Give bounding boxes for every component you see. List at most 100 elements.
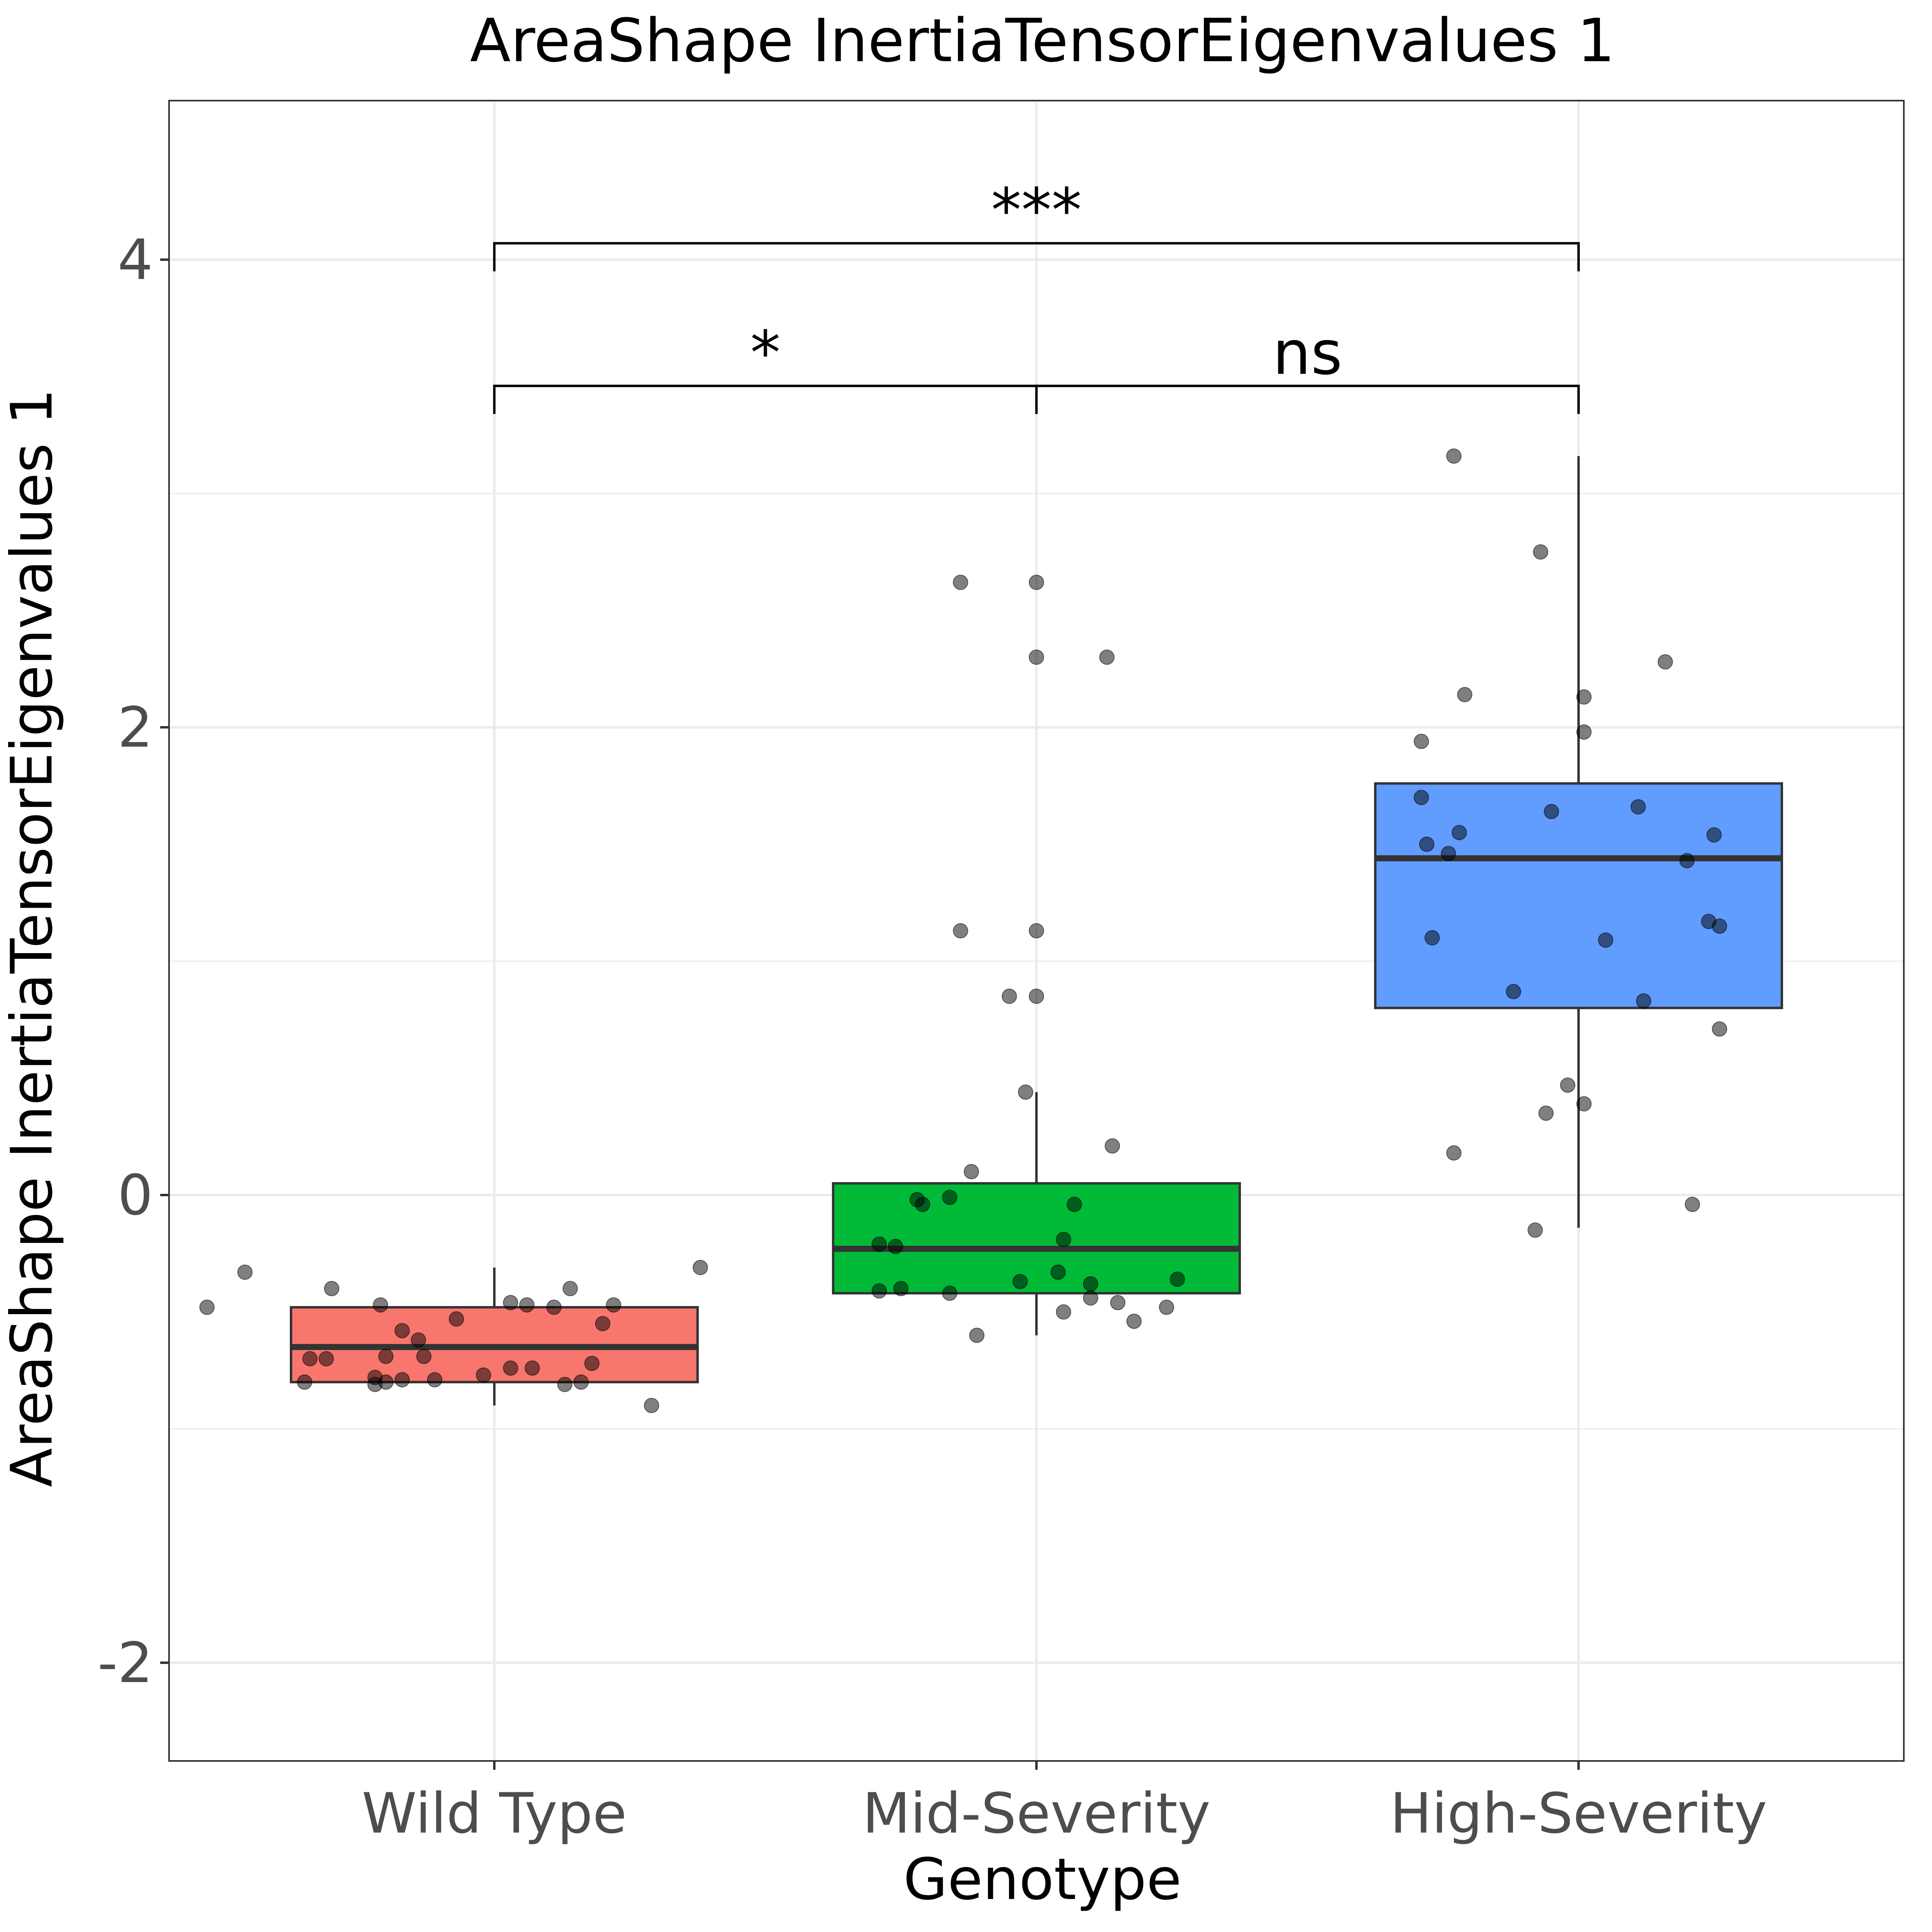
data-point [644, 1397, 659, 1413]
significance-label: ns [1273, 318, 1342, 388]
data-point [909, 1192, 925, 1208]
data-point [1056, 1304, 1071, 1320]
comparison-bracket [493, 242, 1580, 272]
data-point [1576, 724, 1592, 740]
y-tick-label: 0 [118, 1163, 153, 1228]
data-point [584, 1356, 600, 1371]
data-point [1684, 1197, 1700, 1212]
data-point [1029, 649, 1044, 665]
data-point [237, 1264, 253, 1280]
x-axis-title: Genotype [903, 1846, 1182, 1913]
data-point [1544, 804, 1559, 819]
data-point [318, 1351, 334, 1366]
data-point [942, 1189, 958, 1205]
data-point [1110, 1295, 1126, 1311]
data-point [411, 1332, 426, 1348]
data-point [1657, 654, 1673, 670]
data-point [1099, 649, 1115, 665]
data-point [394, 1323, 410, 1338]
data-point [1067, 1197, 1082, 1212]
data-point [519, 1297, 535, 1313]
data-point [1012, 1274, 1028, 1289]
data-point [1104, 1138, 1120, 1154]
data-point [416, 1348, 432, 1364]
data-point [1018, 1084, 1034, 1100]
significance-label: *** [991, 175, 1082, 246]
box-layer [290, 456, 1783, 1406]
data-point [692, 1260, 708, 1276]
data-point [1029, 923, 1044, 939]
x-axis: Wild Type Mid-Severity High-Severity [362, 1761, 1767, 1846]
data-point [573, 1374, 589, 1390]
data-point [606, 1297, 621, 1313]
data-point [871, 1236, 887, 1252]
box-iqr [1374, 782, 1783, 1009]
data-point [1029, 989, 1044, 1004]
data-point [562, 1281, 578, 1296]
data-point [1414, 790, 1429, 805]
y-tick-label: 2 [118, 695, 153, 760]
data-point [1126, 1313, 1142, 1329]
data-point [524, 1360, 540, 1376]
data-point [1159, 1299, 1174, 1315]
data-point [1029, 574, 1044, 590]
data-point [595, 1316, 611, 1331]
data-point [1001, 989, 1017, 1004]
data-point [476, 1367, 491, 1383]
data-point [969, 1327, 985, 1343]
data-point [394, 1372, 410, 1387]
data-point [953, 923, 968, 939]
data-point [427, 1372, 442, 1387]
data-point [324, 1281, 340, 1296]
data-point [1446, 1145, 1462, 1161]
data-point [1457, 687, 1473, 702]
data-point [1441, 846, 1456, 861]
data-point [888, 1238, 903, 1254]
data-point [1712, 918, 1728, 934]
data-point [1414, 733, 1429, 749]
data-point [1170, 1271, 1185, 1287]
data-point [546, 1299, 562, 1315]
data-point [373, 1297, 388, 1313]
chart-title: AreaShape InertiaTensorEigenvalues 1 [470, 6, 1615, 75]
data-point [378, 1348, 394, 1364]
y-tick-label: 4 [118, 227, 153, 292]
data-point [1533, 544, 1548, 560]
data-point [1083, 1276, 1098, 1292]
data-point [1712, 1021, 1728, 1037]
data-point [503, 1295, 518, 1311]
x-tick-label: Mid-Severity [863, 1781, 1211, 1846]
data-point [1679, 853, 1695, 869]
data-point [1446, 448, 1462, 464]
data-point [1419, 836, 1435, 852]
data-point [942, 1286, 958, 1301]
data-point [1631, 799, 1646, 815]
data-point [1636, 993, 1651, 1009]
y-axis: -2 0 2 4 [97, 227, 169, 1695]
significance-label: * [750, 318, 780, 388]
data-point [1050, 1264, 1066, 1280]
data-point [1706, 827, 1722, 843]
data-point [1527, 1222, 1543, 1238]
data-point [1576, 1096, 1592, 1112]
y-tick-label: -2 [97, 1631, 153, 1695]
data-point [1424, 930, 1440, 945]
data-point [1451, 825, 1467, 840]
data-point [964, 1164, 979, 1179]
data-point [1560, 1077, 1575, 1093]
comparison-bracket [1035, 384, 1580, 414]
y-axis-title: AreaShape InertiaTensorEigenvalues 1 [0, 388, 65, 1487]
data-point [1538, 1105, 1554, 1121]
data-point [1083, 1290, 1098, 1306]
data-point [367, 1377, 383, 1392]
data-point [297, 1374, 312, 1390]
data-point [1506, 984, 1521, 999]
significance-brackets: * ns *** [493, 175, 1580, 414]
data-point [448, 1311, 464, 1327]
data-point [893, 1281, 909, 1296]
data-point [503, 1360, 518, 1376]
data-point [199, 1299, 215, 1315]
data-point [1598, 932, 1614, 948]
x-tick-label: High-Severity [1390, 1781, 1767, 1846]
